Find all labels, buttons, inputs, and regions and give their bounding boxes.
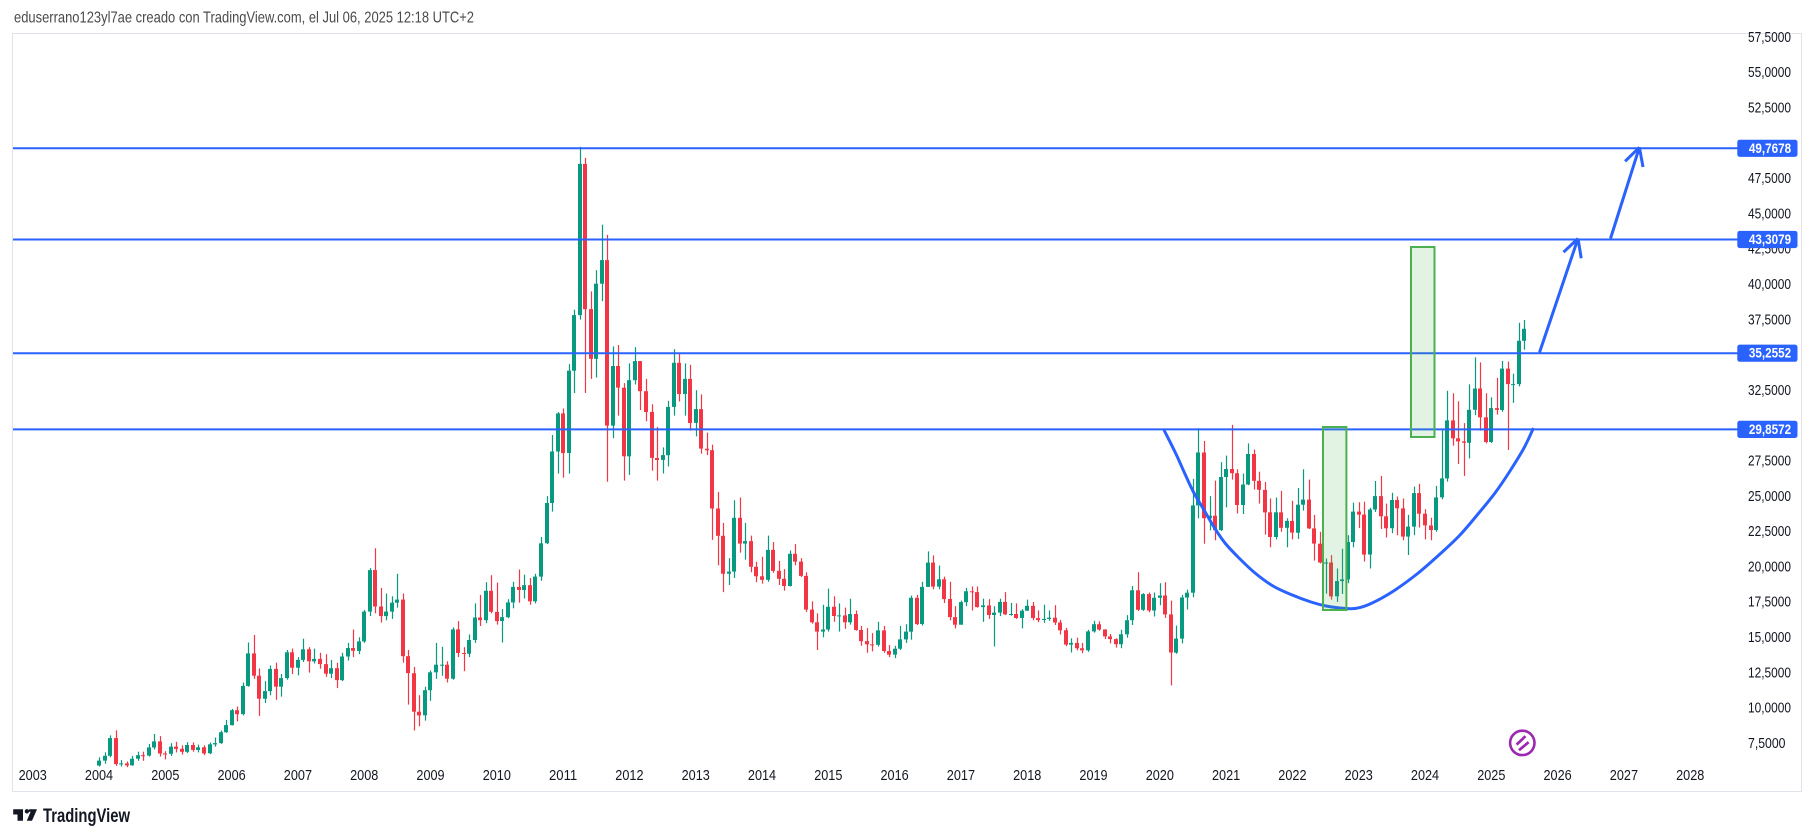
svg-text:55,0000: 55,0000 (1748, 65, 1791, 81)
svg-text:2017: 2017 (947, 768, 975, 784)
svg-text:TradingView: TradingView (43, 806, 130, 827)
svg-text:eduserrano123yl7ae creado con: eduserrano123yl7ae creado con TradingVie… (14, 10, 474, 27)
svg-text:32,5000: 32,5000 (1748, 383, 1791, 399)
svg-text:52,5000: 52,5000 (1748, 101, 1791, 117)
svg-text:29,8572: 29,8572 (1749, 422, 1791, 437)
svg-text:2007: 2007 (284, 768, 312, 784)
svg-text:2025: 2025 (1477, 768, 1505, 784)
svg-text:2023: 2023 (1345, 768, 1373, 784)
svg-text:12,5000: 12,5000 (1748, 665, 1791, 681)
svg-text:2024: 2024 (1411, 768, 1439, 784)
svg-text:15,0000: 15,0000 (1748, 630, 1791, 646)
svg-text:2013: 2013 (682, 768, 710, 784)
svg-text:17,5000: 17,5000 (1748, 595, 1791, 611)
svg-text:7,5000: 7,5000 (1748, 736, 1786, 752)
svg-text:2027: 2027 (1610, 768, 1638, 784)
svg-text:2008: 2008 (350, 768, 378, 784)
svg-text:2016: 2016 (881, 768, 909, 784)
svg-text:27,5000: 27,5000 (1748, 454, 1791, 470)
svg-text:2019: 2019 (1079, 768, 1107, 784)
svg-text:22,5000: 22,5000 (1748, 524, 1791, 540)
svg-text:2006: 2006 (218, 768, 246, 784)
svg-text:2026: 2026 (1544, 768, 1572, 784)
svg-text:57,5000: 57,5000 (1748, 30, 1791, 46)
svg-text:2012: 2012 (615, 768, 643, 784)
svg-text:37,5000: 37,5000 (1748, 312, 1791, 328)
svg-text:2014: 2014 (748, 768, 776, 784)
svg-text:2015: 2015 (814, 768, 842, 784)
svg-text:20,0000: 20,0000 (1748, 559, 1791, 575)
svg-text:2005: 2005 (151, 768, 179, 784)
svg-text:2009: 2009 (416, 768, 444, 784)
svg-text:10,0000: 10,0000 (1748, 701, 1791, 717)
svg-text:2021: 2021 (1212, 768, 1240, 784)
svg-text:49,7678: 49,7678 (1749, 141, 1792, 156)
svg-text:45,0000: 45,0000 (1748, 206, 1791, 222)
svg-text:2003: 2003 (19, 768, 47, 784)
svg-text:2028: 2028 (1676, 768, 1704, 784)
svg-text:2022: 2022 (1278, 768, 1306, 784)
svg-text:2011: 2011 (549, 768, 577, 784)
svg-text:2010: 2010 (483, 768, 511, 784)
svg-text:43,3079: 43,3079 (1749, 232, 1791, 247)
svg-text:25,0000: 25,0000 (1748, 489, 1791, 505)
svg-text:2018: 2018 (1013, 768, 1041, 784)
svg-text:47,5000: 47,5000 (1748, 171, 1791, 187)
svg-text:2020: 2020 (1146, 768, 1174, 784)
svg-text:2004: 2004 (85, 768, 113, 784)
svg-text:40,0000: 40,0000 (1748, 277, 1791, 293)
svg-text:35,2552: 35,2552 (1749, 346, 1791, 361)
